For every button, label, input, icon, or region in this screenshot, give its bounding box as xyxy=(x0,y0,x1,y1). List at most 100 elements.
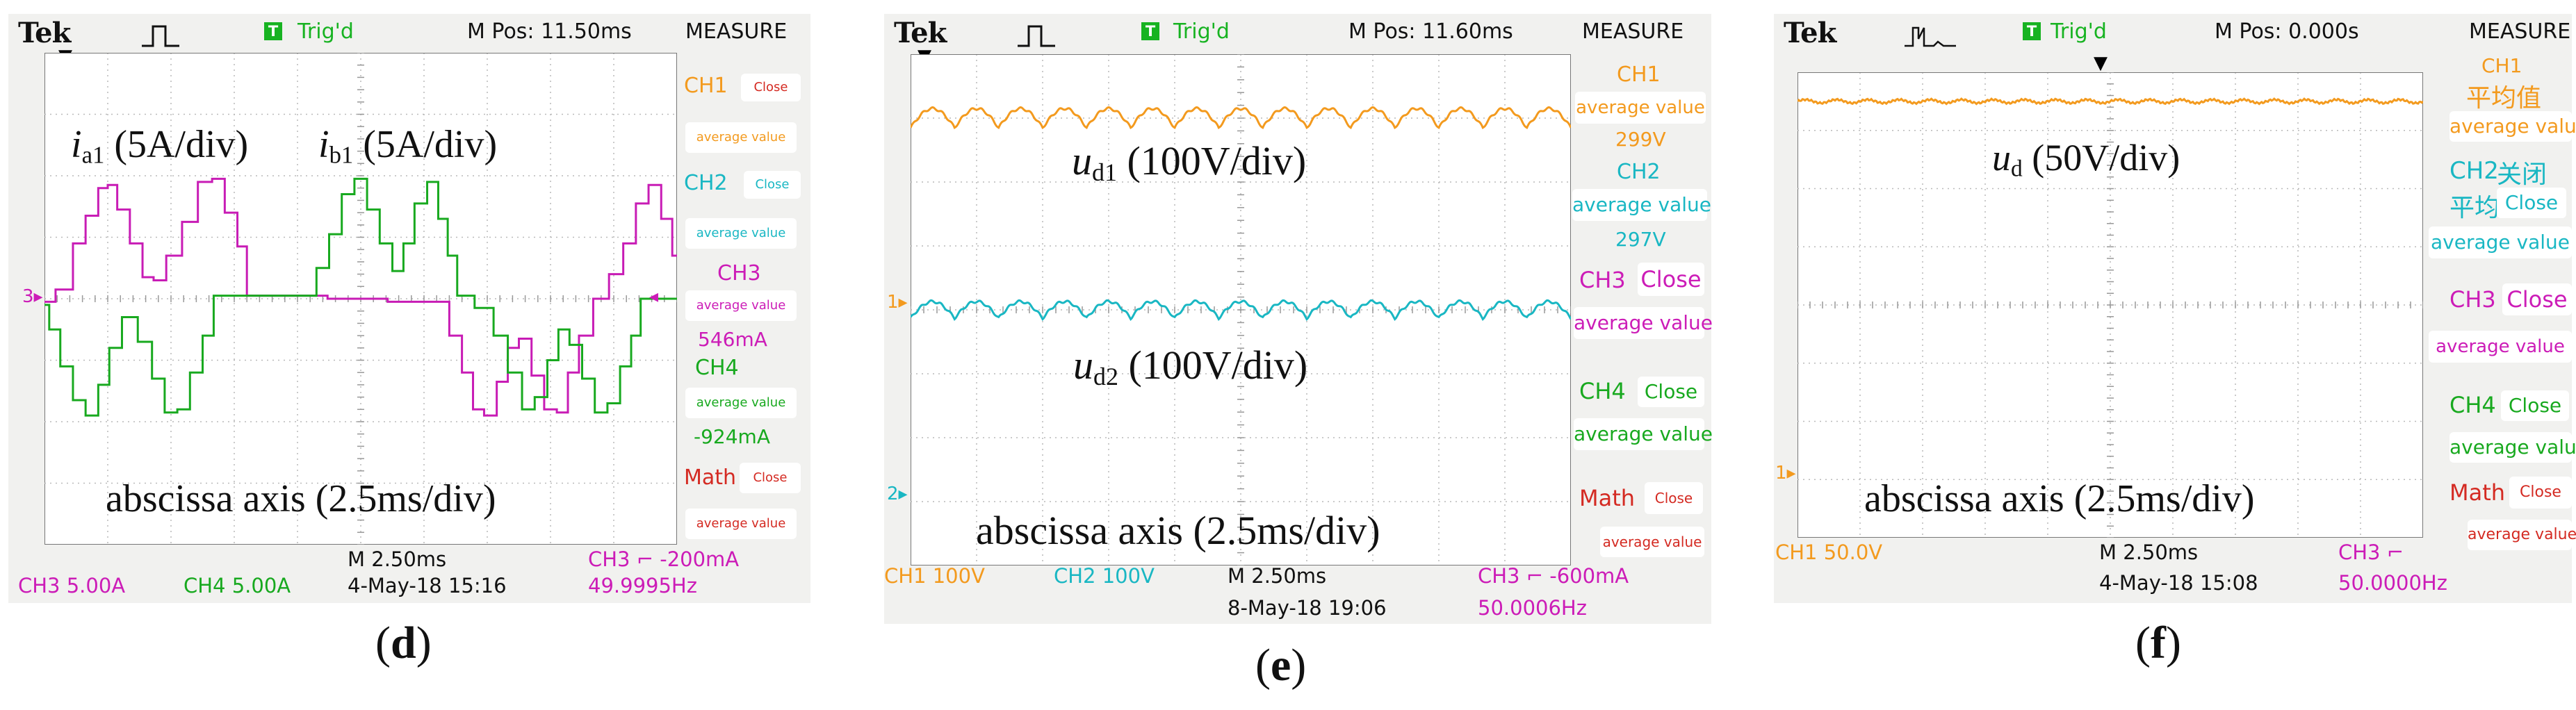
brand-logo: Tek xyxy=(894,17,947,49)
trigger-readout: CH3 ⌐ -600mA xyxy=(1478,564,1629,588)
ch1-label: CH1 xyxy=(684,74,728,98)
plot-f xyxy=(1798,72,2423,538)
measure-title: MEASURE xyxy=(1582,19,1684,44)
ch4-average[interactable]: average value xyxy=(685,388,797,418)
measure-panel-d: CH1 Close average value CH2 Close averag… xyxy=(680,57,810,543)
trigger-position-marker: ▼ xyxy=(2094,53,2108,74)
ch3-ground-marker: 3▸ xyxy=(22,286,43,307)
scope-screen-f: Tek T Trig'd M Pos: 0.000s MEASURE ▼ 1▸ … xyxy=(1774,14,2576,603)
trigger-status: Trig'd xyxy=(297,19,354,44)
ch4-close-button[interactable]: Close xyxy=(1638,377,1704,407)
panel-label-e: (e) xyxy=(1255,640,1307,691)
timebase: M 2.50ms xyxy=(1228,564,1327,588)
ch2-average[interactable]: average value xyxy=(2429,226,2572,258)
ch1-value: 299V xyxy=(1615,128,1666,151)
panel-label-d: (d) xyxy=(375,618,432,668)
m-position: M Pos: 11.60ms xyxy=(1348,19,1513,44)
ch3-label: CH3 xyxy=(717,261,761,286)
ch1-garbled-text: 平均值 xyxy=(2466,84,2542,113)
ch3-average[interactable]: average value xyxy=(1574,307,1713,339)
math-close-button[interactable]: Close xyxy=(2509,477,2572,509)
ch1-average[interactable]: average value xyxy=(1575,92,1706,124)
ch4-value: -924mA xyxy=(694,425,770,448)
scope-header: Tek T Trig'd M Pos: 11.60ms MEASURE xyxy=(884,14,1711,54)
ud-annotation: ud (50V/div) xyxy=(1992,137,2180,182)
ch4-close-button[interactable]: Close xyxy=(2501,390,2569,421)
m-position: M Pos: 11.50ms xyxy=(467,19,632,44)
ch2-average[interactable]: average value xyxy=(1572,189,1711,221)
ch1-scale: CH1 50.0V xyxy=(1775,540,1883,564)
ch2-ground-marker: 2▸ xyxy=(887,484,908,504)
math-label: Math xyxy=(2449,479,2506,506)
ch1-ground-marker: 1▸ xyxy=(1775,463,1796,484)
ch3-scale: CH3 5.00A xyxy=(18,574,126,597)
ch1-scale: CH1 100V xyxy=(884,564,985,588)
series-u_d-trace xyxy=(1798,97,2423,106)
ch2-close-button[interactable]: Close xyxy=(744,171,801,199)
ch2-average[interactable]: average value xyxy=(685,218,797,249)
date-time: 4-May-18 15:16 xyxy=(348,574,507,597)
brand-logo: Tek xyxy=(18,17,71,49)
xaxis-annotation: abscissa axis (2.5ms/div) xyxy=(976,508,1380,553)
ch2-scale: CH2 100V xyxy=(1054,564,1155,588)
graticule-grid xyxy=(911,54,1571,565)
plot-d xyxy=(44,53,677,545)
ch1-label: CH1 xyxy=(1617,63,1661,87)
xaxis-annotation: abscissa axis (2.5ms/div) xyxy=(1864,477,2255,520)
ch1-average[interactable]: average value xyxy=(2449,111,2576,142)
ia1-annotation: ia1 (5A/div) xyxy=(71,123,249,169)
ch4-average[interactable]: average value xyxy=(1574,418,1713,450)
pulse-icon xyxy=(1905,26,1956,47)
ch4-label: CH4 xyxy=(1579,378,1626,404)
graticule-grid xyxy=(1798,72,2423,538)
scope-screen-e: Tek T Trig'd M Pos: 11.60ms MEASURE ▼ 1▸… xyxy=(884,14,1713,624)
ch3-average[interactable]: average value xyxy=(2429,331,2572,363)
trigger-status: Trig'd xyxy=(1173,19,1230,44)
frequency: 49.9995Hz xyxy=(588,574,697,597)
series-ib1-trace xyxy=(44,177,677,417)
math-average[interactable]: average value xyxy=(2468,520,2576,550)
graticule-e xyxy=(911,54,1571,565)
pulse-icon xyxy=(142,25,179,47)
ch2-garbled-text-2: 平均 xyxy=(2449,194,2500,222)
trigger-icon: T xyxy=(264,22,282,40)
math-close-button[interactable]: Close xyxy=(740,463,801,493)
ch1-average[interactable]: average value xyxy=(685,122,797,153)
ch4-average[interactable]: average value xyxy=(2449,432,2576,463)
panel-label-f: (f) xyxy=(2135,618,2181,668)
ch2-value: 297V xyxy=(1615,228,1666,251)
ch3-average[interactable]: average value xyxy=(685,290,797,321)
ch2-close-button[interactable]: Close xyxy=(2497,188,2566,218)
trigger-level-marker: ◂ xyxy=(649,286,659,307)
timebase: M 2.50ms xyxy=(348,547,447,571)
measure-panel-e: CH1 average value 299V CH2 average value… xyxy=(1572,54,1713,568)
ch4-label: CH4 xyxy=(2449,392,2496,418)
ch2-label: CH2 xyxy=(2449,157,2499,185)
ch3-close-button[interactable]: Close xyxy=(2502,283,2572,315)
timebase: M 2.50ms xyxy=(2099,540,2199,564)
pulse-icon xyxy=(1018,25,1055,47)
ch2-garbled-text: 关闭 xyxy=(2497,160,2548,189)
measure-title: MEASURE xyxy=(685,19,788,44)
ch3-close-button[interactable]: Close xyxy=(1638,263,1704,296)
series-u_d1-trace xyxy=(911,106,1571,130)
graticule-f xyxy=(1798,72,2423,538)
trigger-icon: T xyxy=(2023,22,2041,40)
plot-e xyxy=(911,54,1571,565)
ch3-label: CH3 xyxy=(2449,286,2496,313)
scope-header: Tek T Trig'd M Pos: 0.000s MEASURE xyxy=(1774,14,2572,54)
trigger-icon: T xyxy=(1141,22,1159,40)
ud2-annotation: ud2 (100V/div) xyxy=(1073,342,1308,390)
math-average[interactable]: average value xyxy=(1600,527,1704,557)
math-label: Math xyxy=(1579,485,1636,511)
measure-panel-f: CH1 平均值 average value CH2 关闭 平均 Close av… xyxy=(2415,53,2576,581)
m-position: M Pos: 0.000s xyxy=(2215,19,2359,44)
ch1-label: CH1 xyxy=(2481,54,2522,77)
math-average[interactable]: average value xyxy=(685,509,797,539)
math-close-button[interactable]: Close xyxy=(1645,482,1703,514)
ch2-label: CH2 xyxy=(1617,160,1661,184)
scope-screen-d: Tek T Trig'd M Pos: 11.50ms MEASURE ▼ 3▸… xyxy=(8,14,810,603)
date-time: 4-May-18 15:08 xyxy=(2099,571,2258,595)
ch1-close-button[interactable]: Close xyxy=(741,74,801,101)
ch4-scale: CH4 5.00A xyxy=(184,574,291,597)
